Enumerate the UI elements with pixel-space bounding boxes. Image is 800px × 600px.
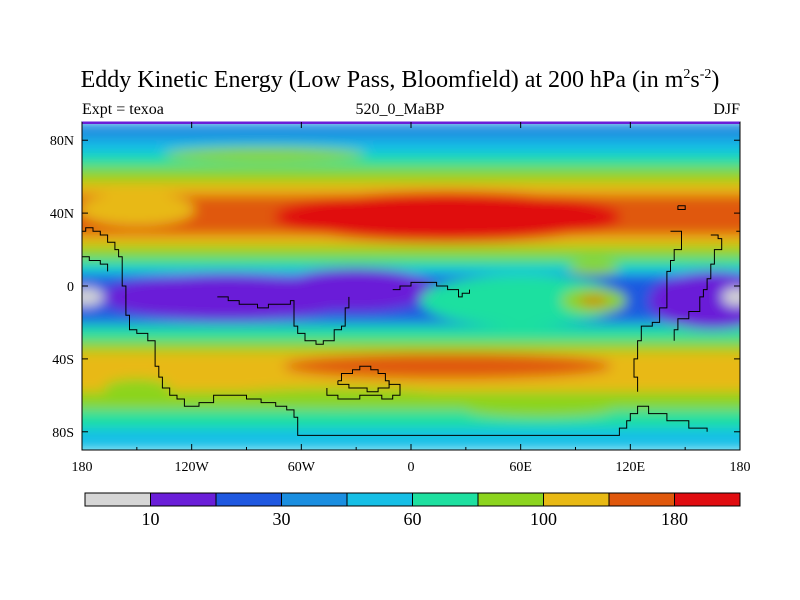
colorbar-box-6: [477, 492, 544, 507]
feature-1: [82, 193, 196, 226]
colorbar-box-7: [543, 492, 610, 507]
coastline-9: [736, 230, 740, 235]
title-unit-s: s: [690, 67, 700, 93]
title-exponent-minus2: -2: [699, 67, 712, 82]
x-tick-label-2: 60W: [288, 460, 316, 475]
feature-11: [283, 353, 613, 379]
band-4: [82, 182, 740, 196]
band-13: [82, 340, 740, 353]
colorbar-label-2: 60: [404, 509, 422, 529]
run-label: 520_0_MaBP: [355, 101, 445, 118]
x-tick-label-4: 60E: [509, 460, 532, 475]
contour-field: [82, 122, 740, 450]
band-12: [82, 326, 740, 342]
band-2: [82, 154, 740, 169]
feature-15: [568, 260, 620, 276]
axes: 180 120W 60W 0 60E 120E 180 80N 40N 0 40S 80S: [50, 122, 751, 475]
colorbar: 10 30 60 100 180: [84, 492, 741, 529]
feature-13: [465, 402, 613, 418]
colorbar-label-4: 180: [661, 509, 688, 529]
colorbar-box-2: [215, 492, 282, 507]
colorbar-box-4: [346, 492, 413, 507]
feature-6: [420, 275, 622, 327]
coastline-8: [677, 205, 686, 210]
experiment-label: Expt = texoa: [82, 101, 164, 118]
title-close-paren: ): [711, 67, 720, 93]
feature-0: [273, 191, 622, 243]
colorbar-label-1: 30: [273, 509, 291, 529]
band-11: [82, 318, 740, 328]
colorbar-box-0: [84, 492, 151, 507]
x-tick-label-5: 120E: [616, 460, 646, 475]
coastline-0: [82, 227, 708, 436]
coastline-4: [326, 380, 401, 400]
chart-title: Eddy Kinetic Energy (Low Pass, Bloomfiel…: [0, 66, 800, 94]
colorbar-box-8: [608, 492, 675, 507]
feature-10: [721, 287, 740, 307]
band-16: [82, 409, 740, 430]
band-9: [82, 267, 740, 277]
band-7: [82, 245, 740, 260]
band-3: [82, 167, 740, 184]
x-tick-label-6: 180: [730, 460, 751, 475]
band-17: [82, 428, 740, 450]
colorbar-label-0: 10: [142, 509, 160, 529]
x-tick-label-3: 0: [408, 460, 415, 475]
x-tick-label-0: 180: [72, 460, 93, 475]
colorbar-label-3: 100: [530, 509, 557, 529]
colorbar-box-1: [150, 492, 217, 507]
x-tick-label-1: 120W: [175, 460, 210, 475]
y-tick-label-4: 80S: [52, 426, 74, 441]
title-exponent-2: 2: [683, 67, 691, 82]
season-label: DJF: [713, 101, 740, 118]
y-tick-label-1: 40N: [50, 207, 74, 222]
colorbar-box-3: [281, 492, 348, 507]
title-text: Eddy Kinetic Energy (Low Pass, Bloomfiel…: [80, 67, 684, 93]
y-tick-label-0: 80N: [50, 134, 74, 149]
coastline-6: [673, 234, 723, 341]
feature-2: [164, 147, 366, 163]
coastline-1: [217, 296, 350, 345]
coastline-7: [82, 256, 109, 272]
coastline-2: [392, 281, 470, 298]
feature-9: [82, 287, 104, 307]
colorbar-box-9: [674, 492, 741, 507]
feature-8: [579, 296, 609, 305]
band-0: [82, 122, 740, 142]
feature-4: [279, 267, 433, 312]
band-8: [82, 258, 740, 269]
y-tick-label-2: 0: [67, 280, 74, 295]
y-tick-label-3: 40S: [52, 353, 74, 368]
feature-5: [648, 271, 740, 330]
continent-outlines: [82, 205, 740, 436]
coastline-3: [337, 365, 390, 393]
colorbar-box-5: [412, 492, 479, 507]
coastline-5: [633, 230, 682, 392]
feature-14: [103, 378, 170, 398]
